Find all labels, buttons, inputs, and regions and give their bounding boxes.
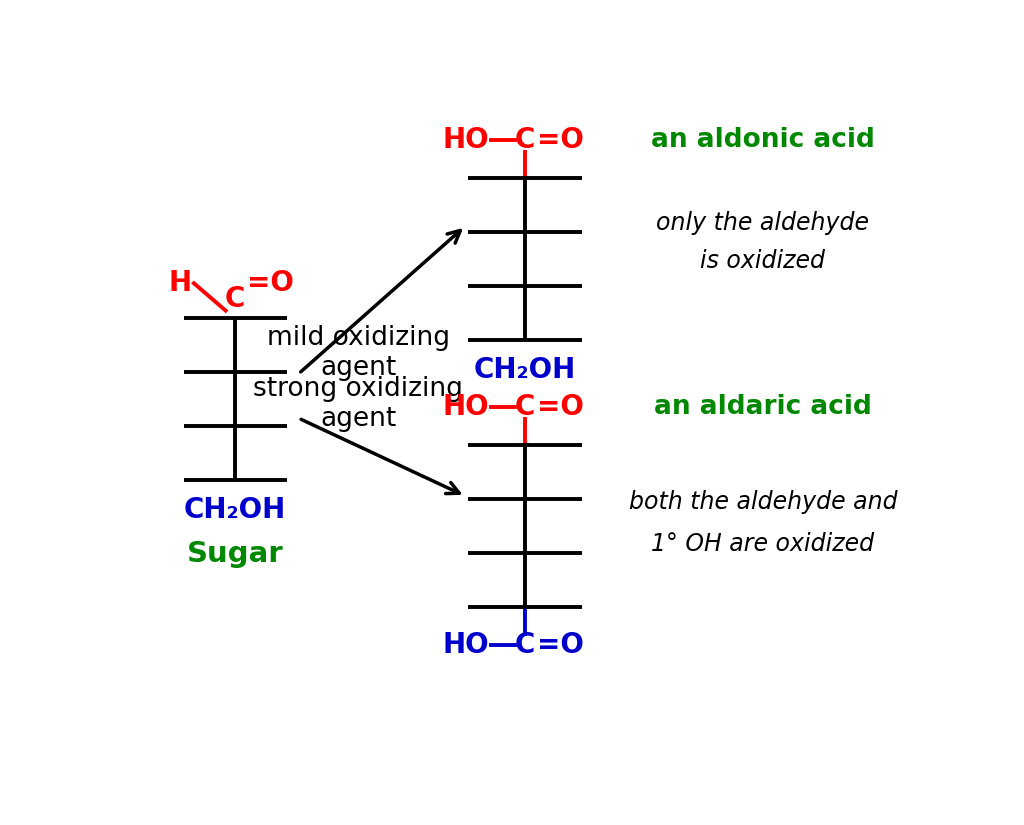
Text: only the aldehyde: only the aldehyde bbox=[656, 211, 869, 235]
Text: an aldaric acid: an aldaric acid bbox=[654, 394, 871, 420]
Text: an aldonic acid: an aldonic acid bbox=[651, 127, 874, 153]
Text: =O: =O bbox=[537, 126, 584, 154]
Text: H: H bbox=[168, 269, 191, 297]
Text: HO: HO bbox=[442, 631, 489, 659]
Text: CH₂OH: CH₂OH bbox=[474, 356, 575, 384]
Text: =O: =O bbox=[247, 269, 294, 297]
Text: HO: HO bbox=[442, 126, 489, 154]
Text: is oxidized: is oxidized bbox=[700, 249, 825, 273]
Text: =O: =O bbox=[537, 393, 584, 421]
Text: C: C bbox=[515, 393, 535, 421]
Text: CH₂OH: CH₂OH bbox=[184, 496, 287, 524]
Text: mild oxidizing
agent: mild oxidizing agent bbox=[266, 325, 450, 381]
Text: HO: HO bbox=[442, 393, 489, 421]
Text: both the aldehyde and: both the aldehyde and bbox=[629, 490, 897, 514]
Text: C: C bbox=[225, 285, 246, 313]
Text: strong oxidizing
agent: strong oxidizing agent bbox=[253, 375, 463, 431]
Text: 1° OH are oxidized: 1° OH are oxidized bbox=[651, 531, 874, 556]
Text: C: C bbox=[515, 631, 535, 659]
Text: =O: =O bbox=[537, 631, 584, 659]
Text: Sugar: Sugar bbox=[186, 540, 284, 568]
Text: C: C bbox=[515, 126, 535, 154]
